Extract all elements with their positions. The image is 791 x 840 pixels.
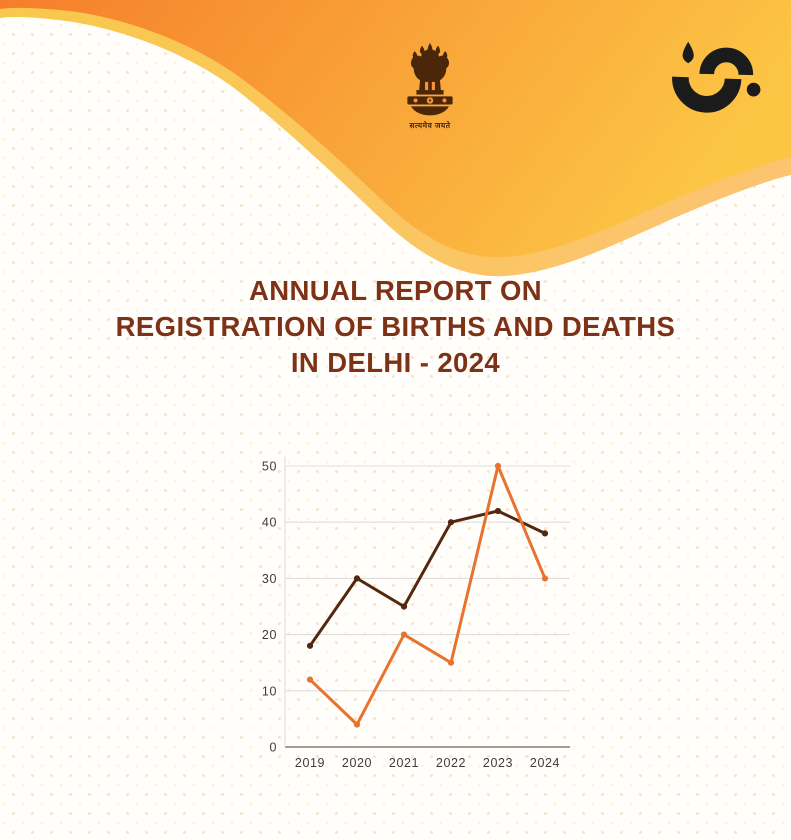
emblem-abacus-animal: [442, 98, 447, 103]
emblem-lions: [410, 49, 450, 91]
emblem-chakra-hub: [428, 99, 432, 102]
emblem-leg-gap: [425, 81, 429, 91]
report-title-line1: ANNUAL REPORT ON: [248, 275, 543, 306]
emblem-paw-row: [416, 90, 444, 95]
x-tick-label: 2022: [436, 756, 466, 770]
emblem-abacus-animal: [413, 98, 418, 103]
logo-bottom-arc: [672, 76, 742, 113]
report-title-line2: REGISTRATION OF BIRTHS AND DEATHS: [115, 311, 676, 342]
data-point-dark-brown-line: [494, 507, 502, 515]
data-point-dark-brown-line: [400, 603, 408, 610]
x-tick-label: 2019: [295, 756, 325, 770]
registration-trend-chart: 0 10 20 30 40 50 2019 2020 2021 2022 2023 2024: [248, 450, 578, 780]
x-tick-label: 2020: [342, 756, 372, 770]
y-tick-label: 10: [262, 684, 277, 698]
logo-top-arc: [699, 47, 754, 76]
y-tick-label: 30: [262, 572, 277, 586]
emblem-lion-capital-icon: [407, 43, 453, 116]
data-point-dark-brown-line: [306, 642, 314, 649]
y-tick-label: 20: [262, 628, 277, 642]
line-series-dark-brown-line: [308, 509, 547, 648]
organization-logo: [667, 33, 766, 115]
data-point-dark-brown-line: [541, 530, 549, 537]
y-tick-label: 0: [269, 741, 277, 755]
data-point-dark-brown-line: [353, 575, 361, 582]
y-tick-label: 40: [262, 516, 277, 530]
emblem-leg-gap: [431, 81, 435, 91]
data-point-dark-brown-line: [447, 519, 455, 526]
emblem-motto: सत्यमेव जयते: [409, 121, 451, 130]
india-national-emblem: सत्यमेव जयते: [399, 43, 461, 131]
y-tick-label: 50: [262, 460, 277, 474]
logo-droplet: [682, 41, 694, 64]
report-title-line3: IN DELHI - 2024: [290, 347, 501, 378]
header-wave-banner: [0, 0, 791, 277]
data-point-orange-line: [306, 676, 314, 683]
data-point-orange-line: [541, 575, 549, 582]
line-chart-canvas: 0 10 20 30 40 50 2019 2020 2021 2022 2023 2024: [262, 457, 570, 770]
x-tick-label: 2021: [389, 756, 419, 770]
data-point-orange-line: [447, 659, 455, 666]
report-title: ANNUAL REPORT ON REGISTRATION OF BIRTHS …: [0, 273, 791, 381]
data-point-orange-line: [400, 631, 408, 638]
x-tick-label: 2023: [483, 756, 513, 770]
wave-main-band: [0, 0, 791, 258]
data-point-orange-line: [494, 462, 502, 470]
data-point-orange-line: [353, 721, 361, 728]
x-tick-label: 2024: [530, 756, 560, 770]
org-logo-icon: [672, 41, 761, 113]
logo-dot: [746, 82, 761, 97]
line-series-orange-line: [308, 464, 547, 726]
emblem-base: [411, 106, 449, 116]
